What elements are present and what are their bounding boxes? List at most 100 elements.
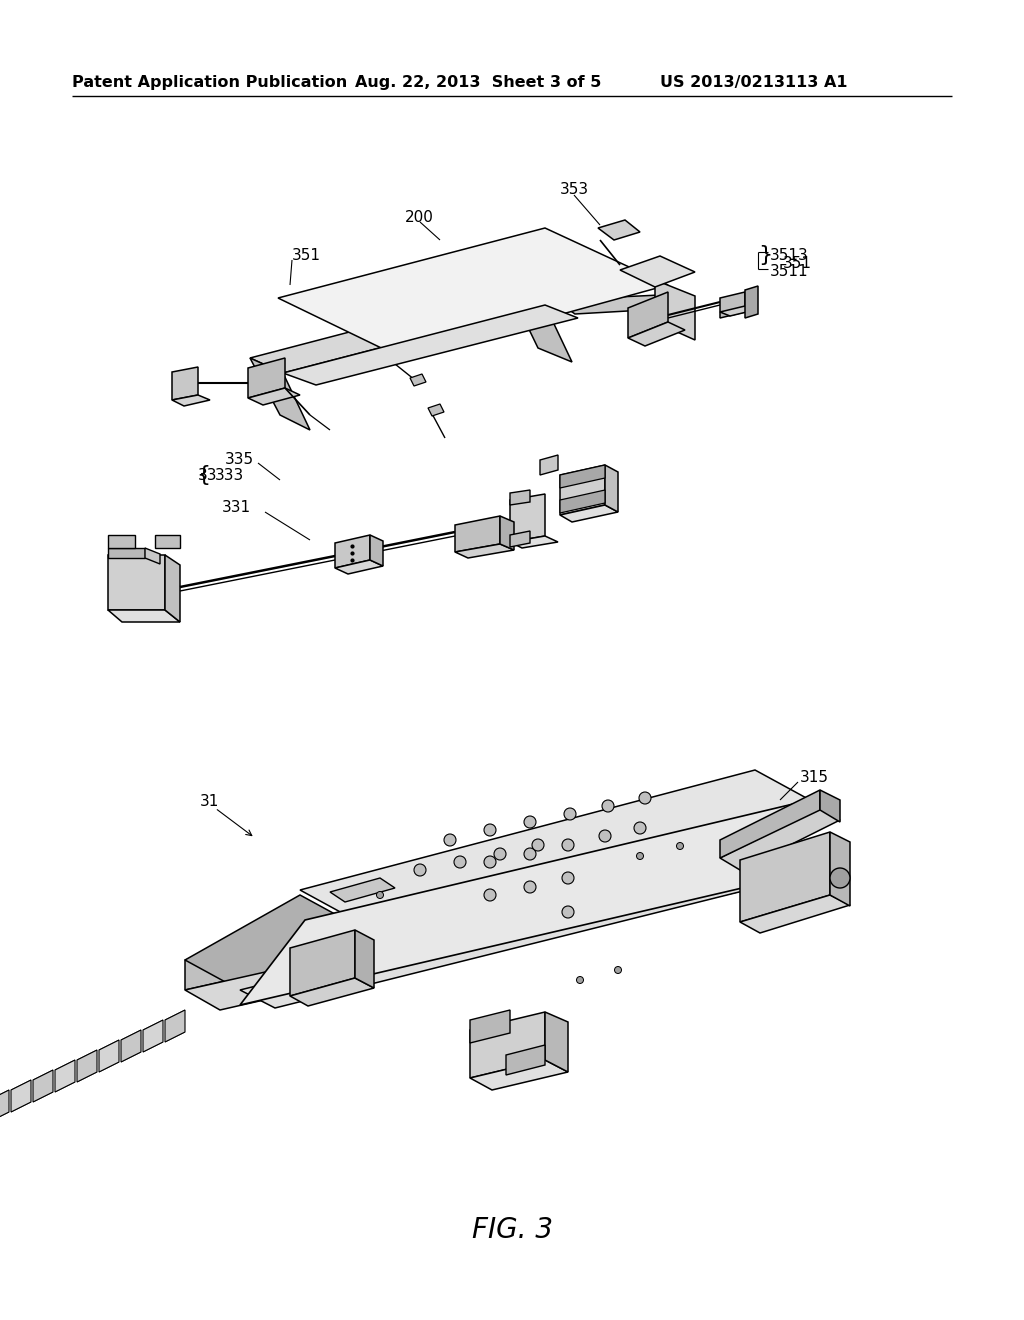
Text: 335: 335 — [225, 453, 254, 467]
Polygon shape — [108, 535, 135, 548]
Polygon shape — [720, 789, 820, 858]
Circle shape — [484, 824, 496, 836]
Polygon shape — [720, 292, 745, 318]
Circle shape — [532, 840, 544, 851]
Text: Patent Application Publication: Patent Application Publication — [72, 74, 347, 90]
Polygon shape — [500, 516, 514, 550]
Text: 333: 333 — [215, 467, 245, 483]
Polygon shape — [620, 256, 695, 286]
Polygon shape — [121, 1030, 141, 1063]
Text: Aug. 22, 2013  Sheet 3 of 5: Aug. 22, 2013 Sheet 3 of 5 — [355, 74, 601, 90]
Polygon shape — [172, 395, 210, 407]
Circle shape — [377, 891, 384, 899]
Polygon shape — [145, 548, 160, 564]
Polygon shape — [740, 832, 830, 921]
Circle shape — [602, 800, 614, 812]
Text: 33: 33 — [198, 467, 217, 483]
Polygon shape — [540, 455, 558, 475]
Text: 315: 315 — [800, 771, 829, 785]
Circle shape — [484, 855, 496, 869]
Text: 351: 351 — [292, 248, 321, 263]
Polygon shape — [185, 895, 355, 990]
Polygon shape — [0, 1090, 9, 1122]
Polygon shape — [560, 465, 605, 515]
Text: 200: 200 — [406, 210, 434, 226]
Polygon shape — [278, 228, 668, 358]
Polygon shape — [720, 808, 840, 870]
Polygon shape — [470, 1010, 510, 1043]
Circle shape — [562, 906, 574, 917]
Polygon shape — [605, 465, 618, 512]
Polygon shape — [355, 931, 374, 987]
Polygon shape — [455, 544, 514, 558]
Polygon shape — [628, 292, 668, 338]
Polygon shape — [410, 374, 426, 385]
Text: US 2013/0213113 A1: US 2013/0213113 A1 — [660, 74, 848, 90]
Circle shape — [484, 888, 496, 902]
Circle shape — [454, 855, 466, 869]
Polygon shape — [455, 516, 500, 552]
Polygon shape — [506, 1045, 545, 1074]
Polygon shape — [108, 554, 165, 610]
Text: 3511: 3511 — [770, 264, 809, 280]
Text: FIG. 3: FIG. 3 — [471, 1216, 553, 1243]
Polygon shape — [165, 554, 180, 622]
Circle shape — [562, 840, 574, 851]
Circle shape — [634, 822, 646, 834]
Circle shape — [599, 830, 611, 842]
Polygon shape — [510, 536, 558, 548]
Polygon shape — [185, 870, 755, 1010]
Polygon shape — [470, 1012, 545, 1078]
Polygon shape — [250, 358, 310, 430]
Circle shape — [577, 977, 584, 983]
Polygon shape — [155, 535, 180, 548]
Polygon shape — [33, 1071, 53, 1102]
Polygon shape — [428, 404, 444, 416]
Circle shape — [524, 816, 536, 828]
Circle shape — [562, 873, 574, 884]
Text: }: } — [758, 246, 772, 265]
Polygon shape — [720, 306, 755, 315]
Polygon shape — [510, 494, 545, 543]
Polygon shape — [560, 506, 618, 521]
Polygon shape — [108, 610, 180, 622]
Polygon shape — [185, 840, 720, 990]
Circle shape — [564, 808, 575, 820]
Polygon shape — [510, 290, 572, 362]
Polygon shape — [250, 290, 545, 374]
Polygon shape — [330, 878, 395, 902]
Polygon shape — [598, 220, 640, 240]
Polygon shape — [108, 548, 145, 558]
Circle shape — [637, 853, 643, 859]
Circle shape — [494, 847, 506, 861]
Polygon shape — [820, 789, 840, 822]
Polygon shape — [283, 305, 578, 385]
Polygon shape — [248, 358, 285, 399]
Polygon shape — [240, 870, 755, 1008]
Text: 331: 331 — [222, 500, 251, 516]
Polygon shape — [628, 322, 685, 346]
Circle shape — [444, 834, 456, 846]
Circle shape — [524, 880, 536, 894]
Circle shape — [639, 792, 651, 804]
Polygon shape — [335, 560, 383, 574]
Polygon shape — [335, 535, 370, 568]
Polygon shape — [830, 832, 850, 906]
Polygon shape — [248, 388, 300, 405]
Polygon shape — [77, 1049, 97, 1082]
Circle shape — [414, 865, 426, 876]
Polygon shape — [240, 800, 810, 1005]
Circle shape — [830, 869, 850, 888]
Polygon shape — [300, 770, 810, 920]
Polygon shape — [370, 535, 383, 566]
Polygon shape — [560, 490, 605, 513]
Polygon shape — [655, 280, 695, 341]
Polygon shape — [290, 931, 355, 997]
Polygon shape — [55, 1060, 75, 1092]
Polygon shape — [545, 1012, 568, 1072]
Text: 353: 353 — [560, 182, 589, 198]
Text: 351: 351 — [783, 256, 812, 272]
Text: {: { — [196, 465, 210, 484]
Polygon shape — [555, 294, 680, 314]
Polygon shape — [470, 1060, 568, 1090]
